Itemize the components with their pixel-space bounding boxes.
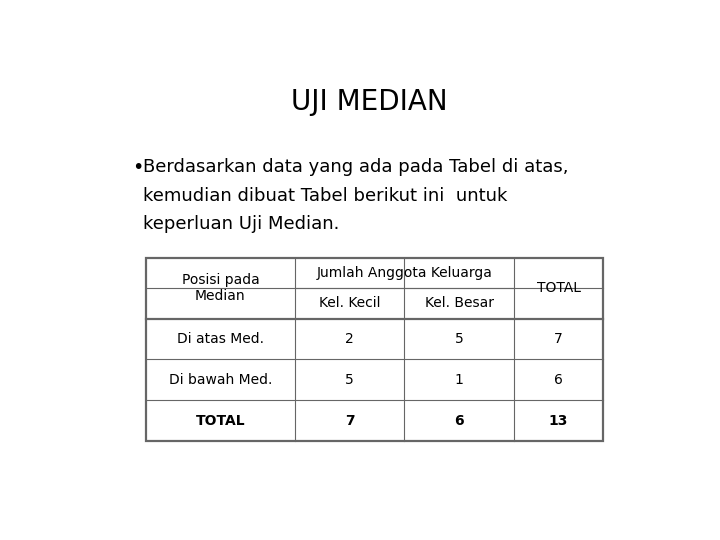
Text: 7: 7 — [554, 332, 563, 346]
Text: UJI MEDIAN: UJI MEDIAN — [291, 87, 447, 116]
Text: 2: 2 — [346, 332, 354, 346]
Text: keperluan Uji Median.: keperluan Uji Median. — [143, 215, 339, 233]
Text: Kel. Kecil: Kel. Kecil — [319, 296, 380, 310]
Text: Kel. Besar: Kel. Besar — [425, 296, 494, 310]
Text: 7: 7 — [345, 414, 354, 428]
Text: 5: 5 — [346, 373, 354, 387]
Text: Di atas Med.: Di atas Med. — [177, 332, 264, 346]
Text: TOTAL: TOTAL — [536, 281, 580, 295]
Text: Di bawah Med.: Di bawah Med. — [168, 373, 272, 387]
Text: 13: 13 — [549, 414, 568, 428]
Text: 5: 5 — [455, 332, 464, 346]
Text: kemudian dibuat Tabel berikut ini  untuk: kemudian dibuat Tabel berikut ini untuk — [143, 187, 508, 205]
Text: Jumlah Anggota Keluarga: Jumlah Anggota Keluarga — [317, 266, 492, 280]
Text: 6: 6 — [554, 373, 563, 387]
Text: •: • — [132, 158, 143, 177]
Text: TOTAL: TOTAL — [196, 414, 246, 428]
Text: Berdasarkan data yang ada pada Tabel di atas,: Berdasarkan data yang ada pada Tabel di … — [143, 158, 569, 177]
Text: 6: 6 — [454, 414, 464, 428]
Text: Posisi pada
Median: Posisi pada Median — [181, 273, 259, 303]
Text: 1: 1 — [455, 373, 464, 387]
